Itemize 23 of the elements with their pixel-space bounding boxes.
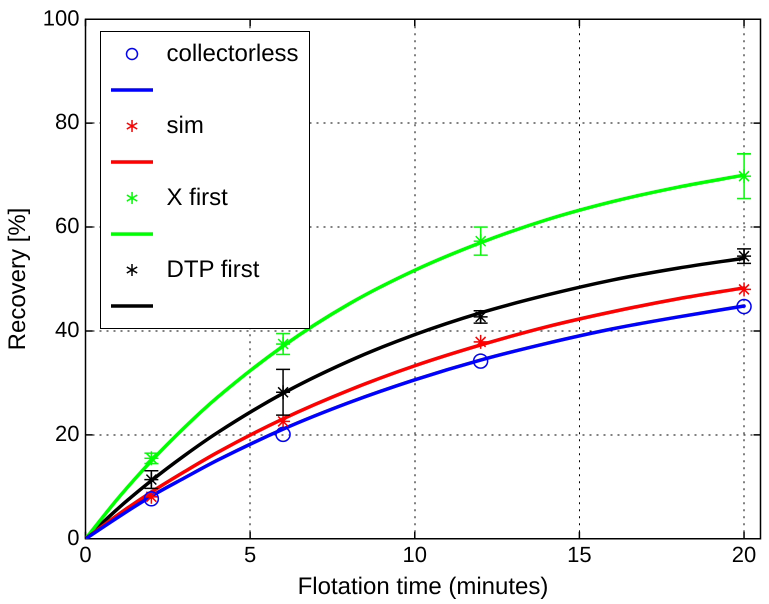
y-tick-label: 60 (55, 213, 80, 238)
y-tick-label: 0 (67, 524, 80, 550)
legend-label: DTP first (166, 256, 260, 284)
x-tick-label: 20 (732, 542, 756, 568)
x-tick-label: 10 (402, 542, 428, 568)
y-tick-label: 40 (55, 317, 80, 342)
legend-label: X first (166, 184, 228, 212)
y-tick-label: 20 (55, 420, 80, 446)
y-tick-label: 100 (42, 5, 80, 30)
point (472, 334, 488, 350)
y-axis-title: Recovery [%] (4, 208, 32, 350)
x-tick-label: 15 (567, 542, 592, 568)
x-tick-label: 5 (244, 542, 256, 568)
point (275, 426, 291, 442)
point (275, 336, 291, 352)
y-tick-label: 80 (55, 109, 80, 134)
point (275, 384, 291, 400)
point (472, 353, 488, 369)
legend-label: collectorless (166, 40, 299, 68)
x-axis-title: Flotation time (minutes) (298, 573, 548, 600)
point (472, 233, 488, 249)
point (736, 298, 752, 314)
legend-label: sim (166, 112, 204, 140)
